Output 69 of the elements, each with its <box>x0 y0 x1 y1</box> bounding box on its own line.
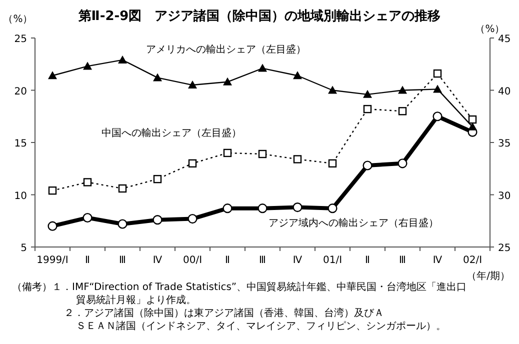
point <box>152 215 162 225</box>
y-axis-title: （%） <box>3 14 33 25</box>
point <box>398 158 408 168</box>
point <box>363 104 372 114</box>
point <box>82 212 92 223</box>
point <box>468 115 477 124</box>
point <box>258 204 268 214</box>
chart-title: 第Ⅱ-2-9図 アジア諸国（除中国）の地域別輸出シェアの推移 <box>77 8 441 24</box>
y2-tick-label: 30 <box>498 190 511 202</box>
series-label: 中国への輸出シェア（左目盛） <box>102 127 242 140</box>
point <box>48 71 57 80</box>
x-tick-label: 00/Ⅰ <box>182 255 202 266</box>
x-tick-label: Ⅱ <box>225 255 230 266</box>
y-tick-label: 5 <box>20 243 27 254</box>
x-tick-label: 02/Ⅰ <box>462 255 482 266</box>
point <box>398 107 407 116</box>
y2-tick-label: 40 <box>498 86 511 98</box>
series-label: アメリカへの輸出シェア（左目盛） <box>146 44 306 56</box>
y2-axis-title: （%） <box>475 24 505 35</box>
x-tick-label: Ⅳ <box>152 255 163 266</box>
point <box>188 214 198 224</box>
point <box>398 86 407 94</box>
point <box>83 178 92 186</box>
y-tick-label: 25 <box>14 34 27 45</box>
y-tick-label: 10 <box>14 190 27 202</box>
x-tick-label: Ⅲ <box>399 255 406 266</box>
point <box>293 71 302 80</box>
point <box>153 174 162 184</box>
x-tick-label: Ⅳ <box>432 255 443 266</box>
point <box>153 73 162 82</box>
point <box>258 64 267 72</box>
point <box>223 77 232 86</box>
point <box>328 86 337 94</box>
point <box>48 221 58 231</box>
point <box>363 90 372 98</box>
point <box>118 184 127 193</box>
x-axis-title: （年/期） <box>466 270 510 282</box>
y-tick-label: 15 <box>14 138 27 150</box>
point <box>328 159 337 168</box>
x-tick-label: 01/Ⅰ <box>322 255 342 266</box>
x-tick-label: Ⅳ <box>292 255 303 266</box>
point <box>292 202 302 212</box>
y2-tick-label: 25 <box>498 243 511 254</box>
text: ２．アジア諸国（除中国）は東アジア諸国（香港、韓国、台湾）及びＡＳＥＡＮ諸国（インドネシア、タイ、マレイシア、フィリピン、シンガポール）。 <box>64 307 446 332</box>
point <box>223 148 232 158</box>
text: （備考）１．IMF“Direction of Trade Statistics”、中国貿易統計年鑑、中華民国・台湾地区「進出口貿易統計月報」より作成。 <box>12 281 467 306</box>
x-tick-label: Ⅲ <box>259 255 266 266</box>
series-label: アジア域内への輸出シェア（右目盛） <box>268 217 438 230</box>
y-tick-label: 20 <box>14 86 27 98</box>
point <box>293 155 302 164</box>
x-tick-label: 1999/Ⅰ <box>36 255 68 266</box>
point <box>188 80 197 89</box>
point <box>118 55 127 64</box>
point <box>432 112 442 122</box>
y2-tick-label: 45 <box>498 34 511 45</box>
point <box>188 159 197 168</box>
point <box>118 219 128 229</box>
x-tick-label: Ⅲ <box>119 255 126 266</box>
point <box>433 84 442 93</box>
point <box>48 186 57 195</box>
point <box>222 204 232 214</box>
x-tick-label: Ⅱ <box>365 255 370 266</box>
point <box>83 62 92 70</box>
point <box>433 69 442 78</box>
point <box>328 204 338 214</box>
y2-tick-label: 35 <box>498 138 511 150</box>
point <box>362 160 372 170</box>
x-tick-label: Ⅱ <box>85 255 90 266</box>
point <box>258 150 267 158</box>
